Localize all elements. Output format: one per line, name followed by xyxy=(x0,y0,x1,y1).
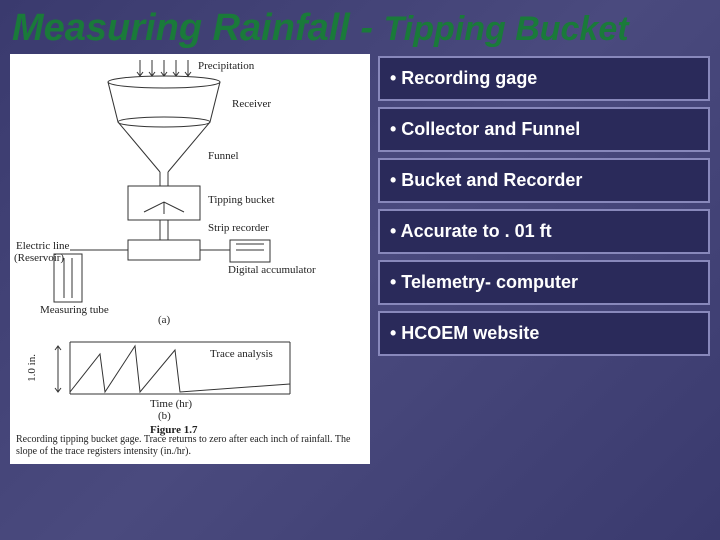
label-electric-line: Electric line xyxy=(16,240,69,252)
label-strip-recorder: Strip recorder xyxy=(208,222,269,234)
title-sub: Tipping Bucket xyxy=(384,10,629,48)
label-trace: Trace analysis xyxy=(210,348,273,360)
bullet-item: • HCOEM website xyxy=(378,311,710,356)
label-digital-accumulator: Digital accumulator xyxy=(228,264,316,276)
bullet-item: • Collector and Funnel xyxy=(378,107,710,152)
bullet-item: • Recording gage xyxy=(378,56,710,101)
bullet-item: • Telemetry- computer xyxy=(378,260,710,305)
label-measuring-tube: Measuring tube xyxy=(40,304,109,316)
slide-title: Measuring Rainfall - Tipping Bucket xyxy=(0,0,720,50)
label-panel-a: (a) xyxy=(158,314,170,326)
label-receiver: Receiver xyxy=(232,98,271,110)
label-reservoir: (Reservoir) xyxy=(14,252,64,264)
content-area: Precipitation Receiver Funnel Tipping bu… xyxy=(0,50,720,464)
bullet-item: • Bucket and Recorder xyxy=(378,158,710,203)
label-funnel: Funnel xyxy=(208,150,239,162)
label-panel-b: (b) xyxy=(158,410,171,422)
bullet-list: • Recording gage • Collector and Funnel … xyxy=(378,54,710,464)
diagram-caption: Recording tipping bucket gage. Trace ret… xyxy=(16,434,364,458)
label-x-axis: Time (hr) xyxy=(150,398,192,410)
diagram-panel: Precipitation Receiver Funnel Tipping bu… xyxy=(10,54,370,464)
label-precipitation: Precipitation xyxy=(198,60,254,72)
title-main: Measuring Rainfall - xyxy=(12,7,384,49)
label-y-axis: 1.0 in. xyxy=(26,354,38,382)
bullet-item: • Accurate to . 01 ft xyxy=(378,209,710,254)
label-tipping-bucket: Tipping bucket xyxy=(208,194,275,206)
